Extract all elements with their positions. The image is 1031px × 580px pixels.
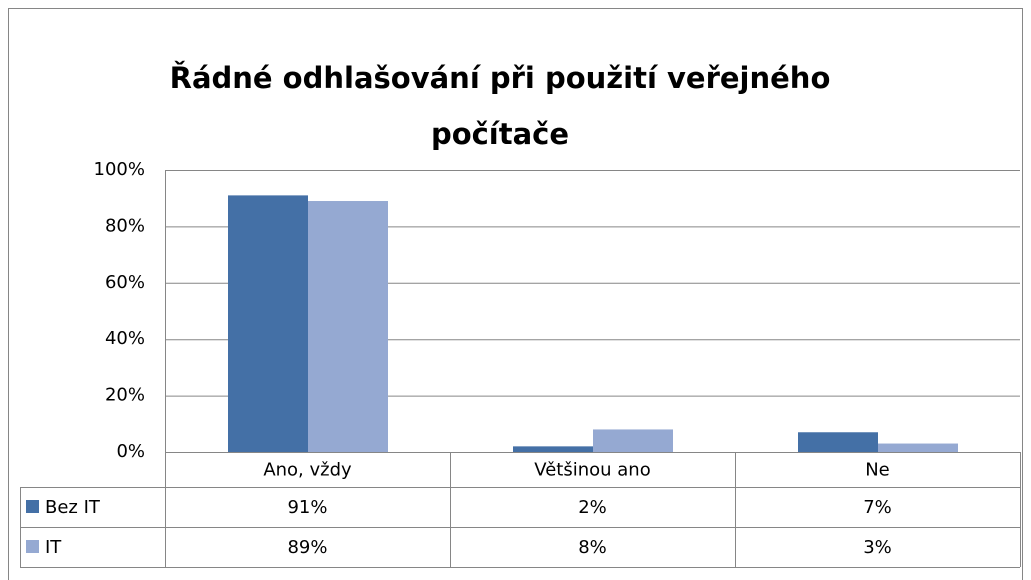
- chart-title: Řádné odhlašování při použití veřejného …: [169, 61, 831, 151]
- bar: [308, 201, 388, 452]
- table-cell: 8%: [578, 537, 607, 558]
- y-tick-label: 80%: [105, 215, 145, 236]
- y-tick-label: 20%: [105, 385, 145, 406]
- y-tick-label: 100%: [94, 159, 145, 180]
- x-tick-label: Ne: [865, 460, 890, 481]
- legend-label: IT: [45, 537, 62, 558]
- table-cell: 3%: [863, 537, 892, 558]
- legend-swatch: [26, 500, 39, 513]
- bar: [228, 195, 308, 452]
- bar: [798, 432, 878, 452]
- table-cell: 91%: [287, 497, 327, 518]
- y-tick-label: 60%: [105, 272, 145, 293]
- bar: [513, 446, 593, 452]
- chart-border: [8, 8, 1023, 580]
- table-cell: 7%: [863, 497, 892, 518]
- y-tick-label: 0%: [116, 441, 145, 462]
- legend-swatch: [26, 540, 39, 553]
- legend-label: Bez IT: [45, 497, 101, 518]
- bar: [878, 443, 958, 452]
- table-cell: 2%: [578, 497, 607, 518]
- table-cell: 89%: [287, 537, 327, 558]
- y-tick-label: 40%: [105, 328, 145, 349]
- x-tick-label: Většinou ano: [534, 460, 650, 481]
- bar: [593, 429, 673, 452]
- x-tick-label: Ano, vždy: [263, 460, 352, 481]
